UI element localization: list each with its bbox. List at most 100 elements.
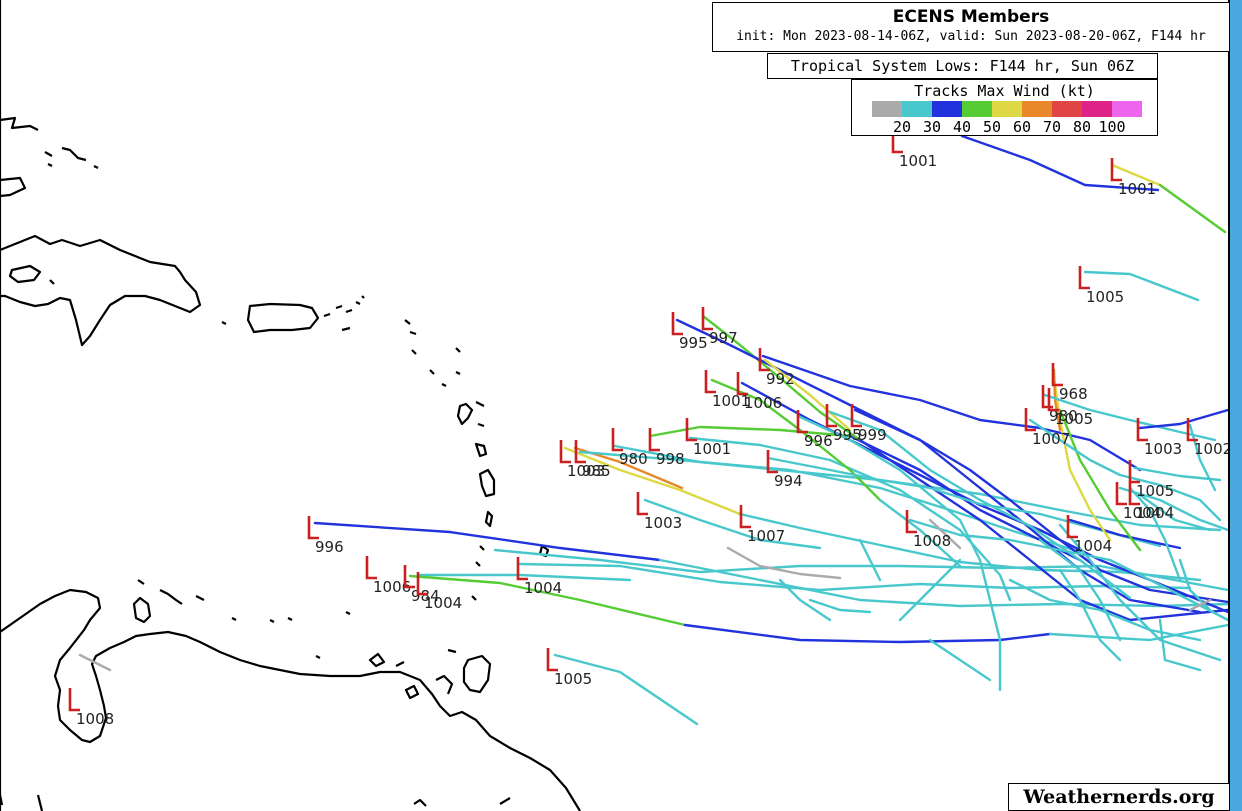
track-line [418,573,632,582]
low-marker-symbol [701,307,713,331]
low-pressure-label: 980 [1049,407,1078,425]
low-marker-symbol [704,370,716,394]
low-pressure-label: 1005 [554,670,592,688]
track-line [1028,418,1222,522]
legend-swatch [1022,101,1052,117]
legend-swatch [872,101,902,117]
low-marker: 1004 [416,572,462,612]
track-line [688,436,1012,602]
low-pressure-label: 1004 [1074,537,1112,555]
track-line [1188,598,1212,612]
track-line [1133,466,1222,482]
low-marker: 1003 [559,440,605,480]
track-line [1048,623,1230,642]
low-marker-symbol [739,505,751,529]
low-marker: 968 [1051,363,1088,403]
low-marker-symbol [1051,363,1063,387]
low-marker-symbol [671,312,683,336]
coastlines [0,116,581,811]
legend-swatch [992,101,1022,117]
low-marker: 980 [611,428,648,468]
low-pressure-label: 1001 [899,152,937,170]
low-marker-symbol [1110,158,1122,182]
track-line [1128,486,1182,582]
low-pressure-label: 1004 [1123,504,1161,522]
low-marker: 1005 [1078,266,1124,306]
track-line [313,521,662,562]
low-pressure-label: 1007 [747,527,785,545]
low-marker-symbol [685,418,697,442]
track-line [960,134,1160,192]
track-line [766,456,1162,548]
low-marker-symbol [611,428,623,452]
ensemble-tracks [78,134,1230,726]
low-marker-symbol [574,440,586,464]
track-line [1038,538,1122,642]
legend-tick-label: 60 [1012,118,1032,136]
legend-tick-label: 80 [1072,118,1092,136]
legend-swatch [1082,101,1112,117]
track-line [78,653,112,672]
low-marker: 1001 [1110,158,1156,198]
low-pressure-label: 1001 [712,392,750,410]
wind-legend: Tracks Max Wind (kt) 20 30 40 50 60 70 80 100 [851,79,1158,136]
title-panel: ECENS Members init: Mon 2023-08-14-06Z, … [712,2,1230,52]
low-pressure-label: 1003 [644,514,682,532]
low-pressure-label: 1005 [1086,288,1124,306]
track-line [1138,408,1230,430]
track-line [928,518,962,550]
track-line [1110,163,1162,187]
low-marker-symbol [403,565,415,589]
track-line [648,425,852,438]
low-marker-symbol [758,348,770,372]
track-line [518,562,1192,592]
low-pressure-label: 1006 [373,578,411,596]
low-marker-symbol [1078,266,1090,290]
track-line [828,410,1132,600]
low-marker-symbol [1128,482,1140,506]
low-marker: 985 [574,440,611,480]
track-line [563,446,742,516]
low-pressure-label: 1004 [524,579,562,597]
low-pressure-label: 992 [766,370,795,388]
low-marker: 1004 [1066,515,1112,555]
low-marker: 1003 [1136,418,1182,458]
legend-swatch [1112,101,1142,117]
low-marker-symbol [905,510,917,534]
map-border [1228,0,1230,811]
low-marker: 1008 [905,510,951,550]
low-marker: 1005 [546,648,592,688]
low-marker-symbol [796,410,808,434]
low-pressure-label: 980 [619,450,648,468]
low-marker: 1001 [704,370,750,410]
track-line [763,358,852,432]
coastline-bahamas [44,146,99,169]
low-marker: 996 [307,516,344,556]
low-pressure-label: 996 [315,538,344,556]
track-line [796,414,1002,692]
low-marker-symbol [516,557,528,581]
low-pressure-label: 968 [1059,385,1088,403]
track-line [1083,270,1200,302]
track-line [808,598,872,614]
low-marker-symbol [1047,388,1059,412]
coastline-south-america [0,588,581,811]
low-pressure-label: 994 [774,472,803,490]
low-marker: 1007 [1024,408,1070,448]
low-marker-symbol [559,440,571,464]
track-line [553,653,699,726]
low-marker: 1004 [1128,482,1174,522]
low-marker-symbol [1186,418,1198,442]
low-marker: 1004 [1115,482,1161,522]
init-valid-line: init: Mon 2023-08-14-06Z, valid: Sun 202… [736,29,1206,44]
track-line [493,548,1230,592]
track-line [853,408,1230,604]
low-marker: 1002 [1186,418,1232,458]
credit-label: Weathernerds.org [1008,783,1230,811]
low-pressure-label: 1005 [1136,482,1174,500]
track-line [778,578,832,622]
low-pressure-label: 995 [833,426,862,444]
low-pressure-label: 1007 [1032,430,1070,448]
legend-swatch [1052,101,1082,117]
